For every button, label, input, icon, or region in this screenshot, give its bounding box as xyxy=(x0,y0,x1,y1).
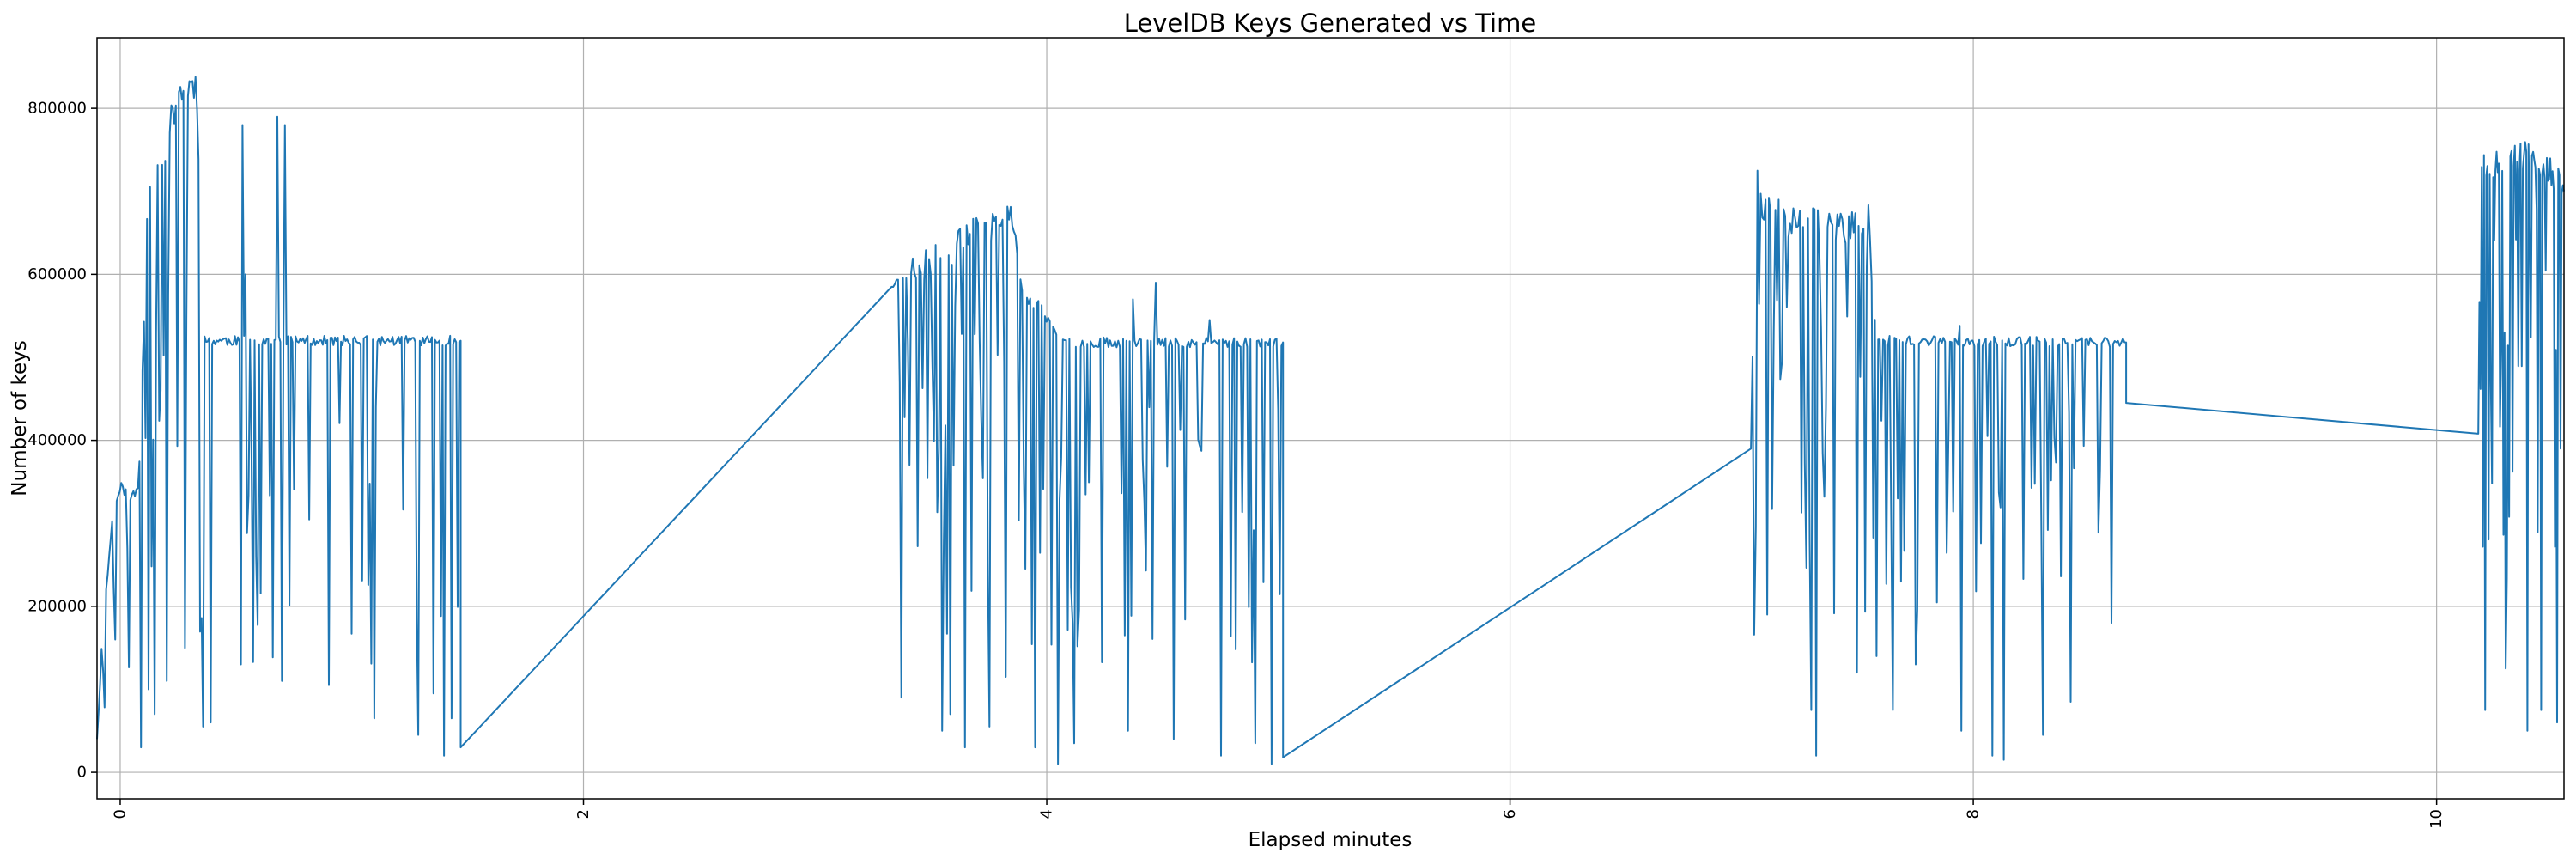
y-axis-label: Number of keys xyxy=(9,340,31,496)
y-tick-label: 0 xyxy=(77,764,87,782)
x-tick-label: 10 xyxy=(2427,809,2445,829)
x-tick-label: 8 xyxy=(1965,809,1983,819)
y-tick-label: 200000 xyxy=(27,597,87,615)
x-tick-label: 6 xyxy=(1501,809,1519,819)
y-tick-label: 400000 xyxy=(27,431,87,449)
axis-ticks: 0 2 4 6 8 10 0 200000 400000 600000 800000 xyxy=(27,100,2445,829)
chart-title: LevelDB Keys Generated vs Time xyxy=(1124,9,1536,38)
x-tick-label: 2 xyxy=(574,809,592,819)
y-tick-label: 600000 xyxy=(27,265,87,283)
data-series xyxy=(96,76,2565,765)
grid-lines xyxy=(97,38,2564,799)
x-tick-label: 0 xyxy=(111,809,129,819)
series-line xyxy=(96,76,2565,765)
x-axis-label: Elapsed minutes xyxy=(1249,829,1413,851)
y-tick-label: 800000 xyxy=(27,100,87,118)
x-tick-label: 4 xyxy=(1038,809,1056,819)
plot-frame xyxy=(96,37,2565,800)
